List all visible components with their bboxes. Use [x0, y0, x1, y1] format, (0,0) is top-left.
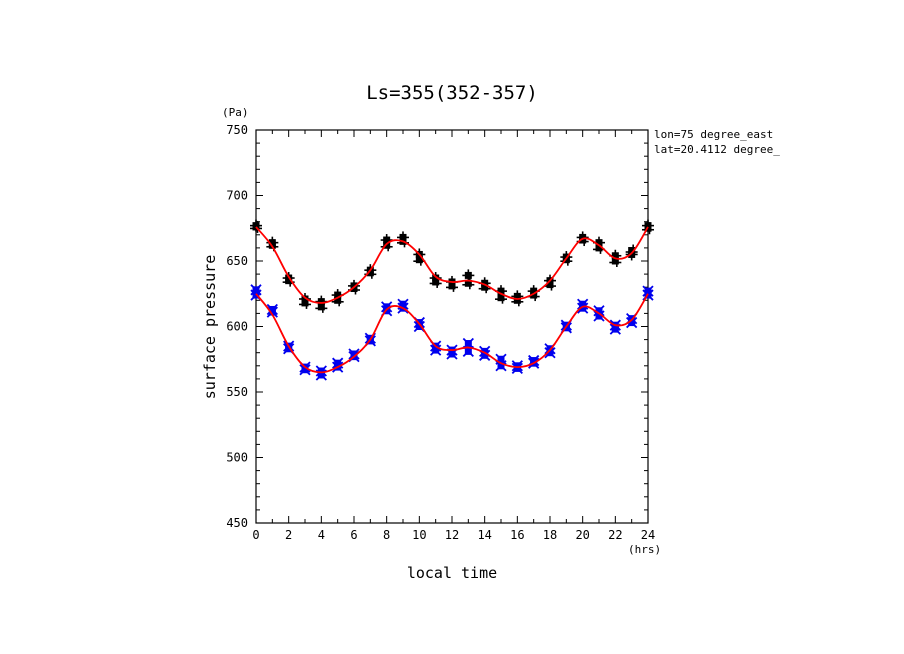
point-square-marker	[383, 241, 391, 249]
data-point	[544, 278, 556, 291]
data-point	[380, 239, 393, 252]
y-tick-label: 750	[226, 123, 248, 137]
point-square-marker	[497, 294, 505, 302]
point-x-marker	[283, 343, 295, 355]
y-tick-label: 600	[226, 320, 248, 334]
point-x-marker	[479, 349, 491, 361]
point-square-marker	[415, 256, 423, 264]
point-square-marker	[432, 278, 440, 286]
data-point	[478, 281, 491, 294]
x-tick-label: 0	[252, 528, 259, 542]
fit-line-series-1	[255, 226, 649, 304]
y-unit-label: (Pa)	[222, 106, 249, 119]
data-point	[593, 310, 605, 322]
data-point	[577, 302, 589, 314]
point-x-marker	[511, 362, 523, 375]
data-point	[626, 316, 638, 329]
data-point	[299, 364, 311, 376]
data-point	[544, 347, 556, 359]
data-point	[430, 344, 442, 356]
point-x-marker	[299, 364, 311, 376]
data-point	[609, 255, 622, 267]
y-tick-label: 650	[226, 254, 248, 268]
point-x-marker	[413, 320, 425, 333]
x-tick-label: 22	[608, 528, 622, 542]
x-tick-label: 4	[318, 528, 325, 542]
x-tick-label: 10	[412, 528, 426, 542]
data-point	[462, 269, 475, 282]
point-square-marker	[595, 244, 603, 252]
x-tick-label: 20	[575, 528, 589, 542]
annotation-lon: lon=75 degree_east	[654, 128, 773, 141]
x-axis-label: local time	[407, 564, 497, 582]
fit-line-series-2	[255, 293, 649, 374]
data-point	[462, 277, 475, 290]
point-x-marker	[593, 310, 605, 322]
y-tick-label: 450	[226, 516, 248, 530]
point-x-marker	[577, 302, 589, 314]
point-x-marker	[495, 360, 507, 372]
chart-title: Ls=355(352-357)	[366, 82, 538, 104]
point-x-marker	[626, 316, 638, 329]
y-axis-label: surface pressure	[201, 255, 219, 400]
point-x-marker	[544, 347, 556, 359]
x-tick-label: 8	[383, 528, 390, 542]
x-tick-label: 18	[543, 528, 557, 542]
point-x-marker	[430, 344, 442, 356]
point-square-marker	[464, 279, 472, 287]
data-point	[495, 360, 507, 372]
x-tick-label: 16	[510, 528, 524, 542]
x-tick-label: 12	[445, 528, 459, 542]
point-square-marker	[513, 296, 521, 304]
data-point	[511, 294, 524, 307]
point-square-marker	[301, 299, 309, 307]
y-tick-label: 700	[226, 189, 248, 203]
point-square-marker	[334, 296, 342, 304]
point-square-marker	[448, 282, 456, 290]
point-x-marker	[266, 306, 278, 318]
point-square-marker	[317, 303, 325, 311]
x-unit-label: (hrs)	[628, 543, 661, 556]
point-square-marker	[350, 285, 358, 293]
point-square-marker	[285, 277, 293, 285]
x-tick-label: 2	[285, 528, 292, 542]
point-square-marker	[366, 269, 374, 277]
point-square-marker	[546, 281, 554, 289]
plot-area: 0 2 4 6 8 10 12 14 16 18 20 22 244505005506006507007…	[226, 123, 655, 542]
data-point	[511, 362, 523, 375]
y-tick-label: 500	[226, 451, 248, 465]
plot-frame	[255, 129, 649, 524]
point-square-marker	[579, 236, 587, 244]
annotation-lat: lat=20.4112 degree_	[654, 143, 780, 156]
x-tick-label: 24	[641, 528, 655, 542]
x-tick-label: 6	[350, 528, 357, 542]
point-square-marker	[628, 247, 636, 255]
y-tick-label: 550	[226, 385, 248, 399]
point-square-marker	[611, 257, 619, 265]
point-square-marker	[481, 283, 489, 291]
x-tick-label: 14	[477, 528, 491, 542]
point-square-marker	[530, 291, 538, 299]
